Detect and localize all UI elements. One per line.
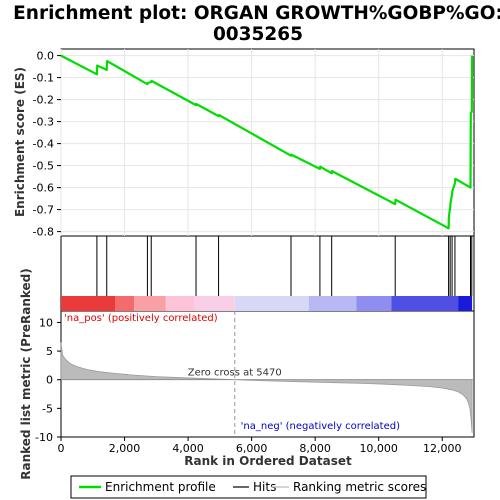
x-tick-label: 2,000 <box>109 442 141 455</box>
color-bar-segment <box>458 296 473 311</box>
x-tick-label: 8,000 <box>299 442 331 455</box>
es-panel-frame <box>60 48 475 312</box>
x-tick-label: 12,000 <box>423 442 462 455</box>
ranking-color-bar <box>61 296 473 311</box>
color-bar-segment <box>194 296 235 311</box>
color-bar-segment <box>391 296 459 311</box>
metric-y-tick-label: -5 <box>42 402 53 415</box>
hits-rug <box>96 236 473 296</box>
x-axis: 0 2,000 4,000 6,000 8,000 10,000 12,000 <box>58 437 462 455</box>
legend-label: Ranking metric scores <box>293 480 426 494</box>
color-bar-segment <box>356 296 392 311</box>
metric-y-tick-label: 5 <box>46 345 53 358</box>
es-y-tick-label: -0.4 <box>33 138 54 151</box>
color-bar-segment <box>165 296 195 311</box>
ranked-metric-series <box>60 311 474 437</box>
es-y-tick-label: -0.3 <box>33 116 54 129</box>
x-tick-label: 6,000 <box>236 442 268 455</box>
x-axis-label: Rank in Ordered Dataset <box>184 454 352 468</box>
negative-correlation-label: 'na_neg' (negatively correlated) <box>241 421 400 432</box>
es-y-tick-label: -0.2 <box>33 94 54 107</box>
x-tick-label: 0 <box>58 442 65 455</box>
es-y-axis: 0.0 -0.1 -0.2 -0.3 -0.4 -0.5 -0.6 -0.7 -0.8 <box>33 50 61 239</box>
metric-y-axis-label: Ranked list metric (PreRanked) <box>19 268 33 480</box>
color-bar-segment <box>61 296 116 311</box>
es-y-tick-label: 0.0 <box>37 50 55 63</box>
metric-y-tick-label: 0 <box>46 374 53 387</box>
legend: Enrichment profile Hits Ranking metric sco… <box>79 480 426 494</box>
metric-panel-frame <box>60 310 475 438</box>
x-tick-label: 10,000 <box>359 442 398 455</box>
es-y-axis-label: Enrichment score (ES) <box>13 67 27 217</box>
chart-title-line2: 0035265 <box>213 24 303 45</box>
color-bar-segment <box>115 296 135 311</box>
x-tick-label: 4,000 <box>172 442 204 455</box>
es-y-tick-label: -0.1 <box>33 72 54 85</box>
metric-y-axis: 10 5 0 -5 -10 <box>35 316 61 444</box>
color-bar-segment <box>134 296 166 311</box>
color-bar-segment <box>308 296 357 311</box>
enrichment-profile-series <box>60 54 474 230</box>
es-y-tick-label: -0.7 <box>33 204 54 217</box>
color-bar-segment <box>234 296 309 311</box>
metric-y-tick-label: -10 <box>35 431 53 444</box>
chart-title-line1: Enrichment plot: ORGAN GROWTH%GOBP%GO: <box>13 3 500 24</box>
metric-y-tick-label: 10 <box>39 316 53 329</box>
legend-label: Enrichment profile <box>105 480 216 494</box>
ranking-metric-area <box>60 342 473 434</box>
es-y-tick-label: -0.5 <box>33 160 54 173</box>
enrichment-profile-line <box>60 54 474 230</box>
legend-label: Hits <box>253 480 276 494</box>
positive-correlation-label: 'na_pos' (positively correlated) <box>64 313 218 324</box>
es-y-tick-label: -0.8 <box>33 226 54 239</box>
zero-cross-label: Zero cross at 5470 <box>188 368 282 379</box>
es-y-tick-label: -0.6 <box>33 182 54 195</box>
